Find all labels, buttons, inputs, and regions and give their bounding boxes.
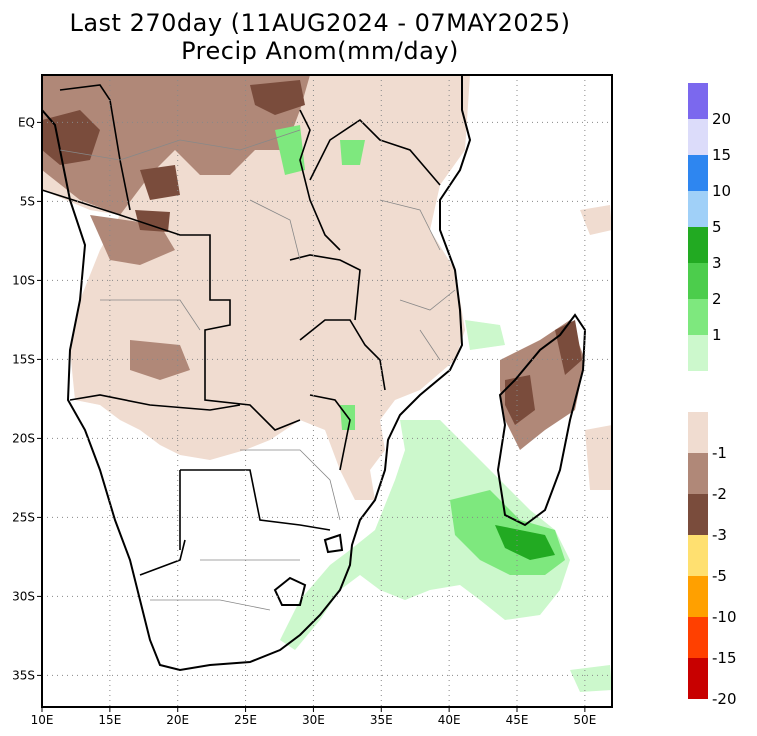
colorbar-swatch bbox=[688, 535, 708, 576]
wet-anomaly-region bbox=[465, 320, 505, 350]
colorbar-swatch bbox=[688, 119, 708, 155]
wet-anomaly-region bbox=[340, 140, 365, 165]
colorbar-label: 1 bbox=[712, 326, 722, 344]
colorbar-label: -1 bbox=[712, 444, 727, 462]
colorbar-label: -5 bbox=[712, 567, 727, 585]
wet-anomaly-region bbox=[280, 420, 570, 650]
x-tick-label: 10E bbox=[31, 713, 54, 727]
map-title-line2: Precip Anom(mm/day) bbox=[181, 37, 459, 65]
x-tick-label: 20E bbox=[166, 713, 189, 727]
colorbar-negative: -1 -2 -3 -5 -10 -15 -20 bbox=[688, 412, 737, 708]
wet-anomaly-region bbox=[570, 665, 612, 692]
y-tick-label: EQ bbox=[18, 115, 35, 129]
colorbar-swatch bbox=[688, 453, 708, 494]
anomaly-fields bbox=[42, 75, 612, 692]
colorbar-swatch bbox=[688, 227, 708, 263]
y-tick-label: 15S bbox=[12, 352, 35, 366]
lat-lon-grid bbox=[41, 75, 612, 707]
colorbar-swatch bbox=[688, 155, 708, 191]
colorbar-swatch bbox=[688, 412, 708, 453]
colorbar-label: -3 bbox=[712, 526, 727, 544]
colorbar-label: 2 bbox=[712, 290, 722, 308]
colorbar-label: -20 bbox=[712, 690, 737, 708]
colorbar-swatch bbox=[688, 191, 708, 227]
map-frame bbox=[41, 74, 613, 708]
dry-anomaly-region bbox=[130, 340, 190, 380]
colorbar-label: -2 bbox=[712, 485, 727, 503]
dry-anomaly-region bbox=[42, 110, 100, 165]
colorbar-label: 15 bbox=[712, 146, 731, 164]
x-tick-label: 35E bbox=[370, 713, 393, 727]
colorbar-swatch bbox=[688, 263, 708, 299]
y-tick-label: 25S bbox=[12, 510, 35, 524]
colorbar-swatch bbox=[688, 299, 708, 335]
x-tick-label: 25E bbox=[234, 713, 257, 727]
colorbar-swatch bbox=[688, 576, 708, 617]
coastline bbox=[41, 75, 587, 672]
colorbar-label: -15 bbox=[712, 649, 737, 667]
dry-anomaly-region bbox=[580, 205, 612, 235]
dry-anomaly-region bbox=[42, 75, 310, 215]
colorbar-swatch bbox=[688, 494, 708, 535]
x-tick-label: 40E bbox=[438, 713, 461, 727]
x-tick-label: 15E bbox=[98, 713, 121, 727]
colorbar-positive: 20 15 10 5 3 2 1 bbox=[688, 83, 731, 371]
x-tick-label: 50E bbox=[573, 713, 596, 727]
dry-anomaly-region bbox=[585, 425, 612, 490]
x-tick-label: 45E bbox=[506, 713, 529, 727]
map-title-line1: Last 270day (11AUG2024 - 07MAY2025) bbox=[69, 9, 571, 37]
colorbar-label: 20 bbox=[712, 110, 731, 128]
colorbar-swatch bbox=[688, 335, 708, 371]
colorbar-label: 10 bbox=[712, 182, 731, 200]
colorbar-swatch bbox=[688, 658, 708, 699]
y-tick-label: 35S bbox=[12, 668, 35, 682]
dry-anomaly-region bbox=[135, 210, 170, 232]
y-tick-label: 5S bbox=[20, 194, 35, 208]
x-tick-label: 30E bbox=[302, 713, 325, 727]
colorbar-swatch bbox=[688, 83, 708, 119]
wet-anomaly-region bbox=[275, 125, 305, 175]
colorbar-label: 5 bbox=[712, 218, 722, 236]
y-tick-label: 30S bbox=[12, 589, 35, 603]
colorbar-label: 3 bbox=[712, 254, 722, 272]
colorbar-swatch bbox=[688, 617, 708, 658]
minor-borders bbox=[59, 129, 456, 611]
y-tick-label: 20S bbox=[12, 431, 35, 445]
colorbar-label: -10 bbox=[712, 608, 737, 626]
major-borders bbox=[41, 84, 441, 576]
dry-anomaly-region bbox=[250, 80, 305, 115]
longitude-axis: 10E 15E 20E 25E 30E 35E 40E 45E 50E bbox=[31, 707, 596, 727]
dry-anomaly-region bbox=[505, 375, 535, 425]
latitude-axis: EQ 5S 10S 15S 20S 25S 30S 35S bbox=[12, 115, 42, 682]
y-tick-label: 10S bbox=[12, 273, 35, 287]
dry-anomaly-region bbox=[140, 165, 180, 200]
wet-anomaly-region bbox=[495, 525, 555, 560]
